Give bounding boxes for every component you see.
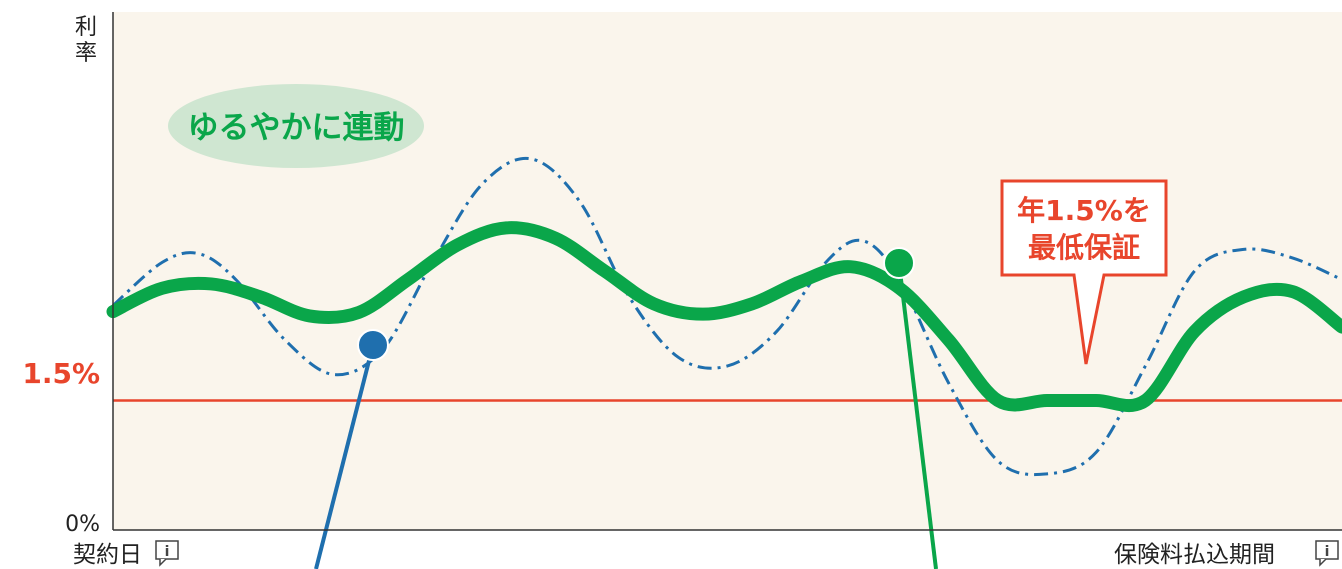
market-rate-line bbox=[112, 156, 1342, 477]
bubble-text: ゆるやかに連動 bbox=[188, 110, 405, 146]
smoothed-pointer-line bbox=[897, 262, 938, 569]
smoothed-rate-line bbox=[106, 221, 1342, 413]
svg-text:i: i bbox=[1325, 544, 1330, 560]
info-icon[interactable]: i bbox=[1315, 540, 1339, 567]
x-end-label: 保険料払込期間 bbox=[1114, 542, 1275, 568]
y-axis-label-char-1: 利 bbox=[75, 15, 97, 40]
callout-box bbox=[1000, 179, 1168, 365]
y-axis-label-char-2: 率 bbox=[75, 41, 97, 66]
callout-line-2: 最低保証 bbox=[1028, 231, 1140, 264]
market-pointer-line bbox=[314, 344, 375, 569]
bubble-shape bbox=[168, 84, 424, 168]
y-tick-guarantee: 1.5% bbox=[22, 357, 100, 390]
y-tick-zero: 0% bbox=[65, 512, 100, 537]
info-icon[interactable]: i bbox=[155, 540, 179, 567]
smoothed-point-marker bbox=[883, 247, 915, 279]
market-point-marker bbox=[357, 329, 389, 361]
x-start-label: 契約日 bbox=[73, 542, 142, 568]
callout-line-1: 年1.5%を bbox=[1017, 194, 1151, 227]
svg-text:i: i bbox=[165, 544, 170, 560]
